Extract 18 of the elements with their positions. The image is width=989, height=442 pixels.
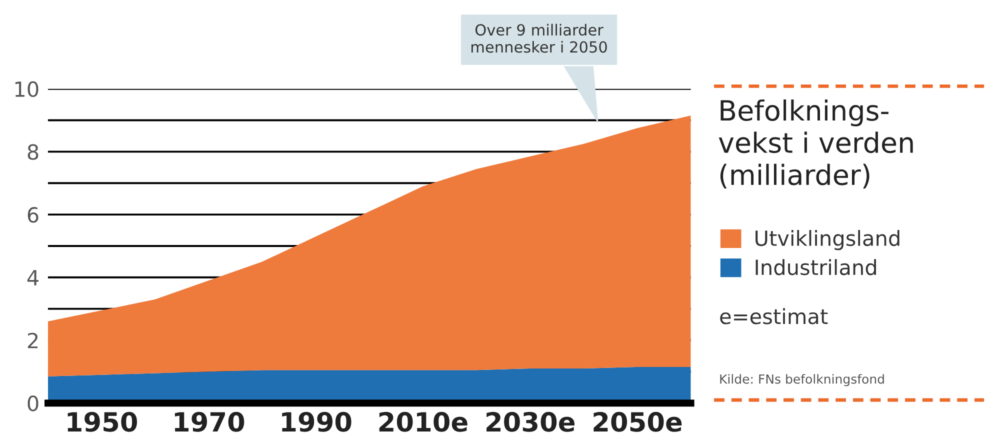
text: Over 9 milliarder mennesker i 2050 [471, 24, 607, 53]
text: e=estimat [720, 308, 828, 324]
x-tick-label: 1970 [174, 412, 244, 432]
x-tick-label: 2050e [594, 412, 682, 432]
x-tick-label: 1950 [68, 412, 137, 432]
y-tick-label: 0 [28, 396, 38, 412]
y-tick-label: 4 [27, 270, 38, 286]
x-tick-label: 2030e [486, 412, 574, 432]
y-tick-label: 6 [28, 207, 38, 223]
x-tick-label: 2010e [379, 412, 468, 432]
x-tick-label: 1990 [282, 412, 352, 432]
y-tick-label: 10 [15, 81, 38, 98]
y-tick-label: 8 [28, 144, 38, 160]
text: Kilde: FNs befolkningsfond [720, 374, 884, 386]
legend-label: Industriland [756, 259, 876, 276]
legend-label: Utviklingsland [756, 230, 900, 250]
text: Befolknings- vekst i verden (milliarder) [718, 99, 913, 189]
y-tick-label: 2 [28, 332, 38, 348]
